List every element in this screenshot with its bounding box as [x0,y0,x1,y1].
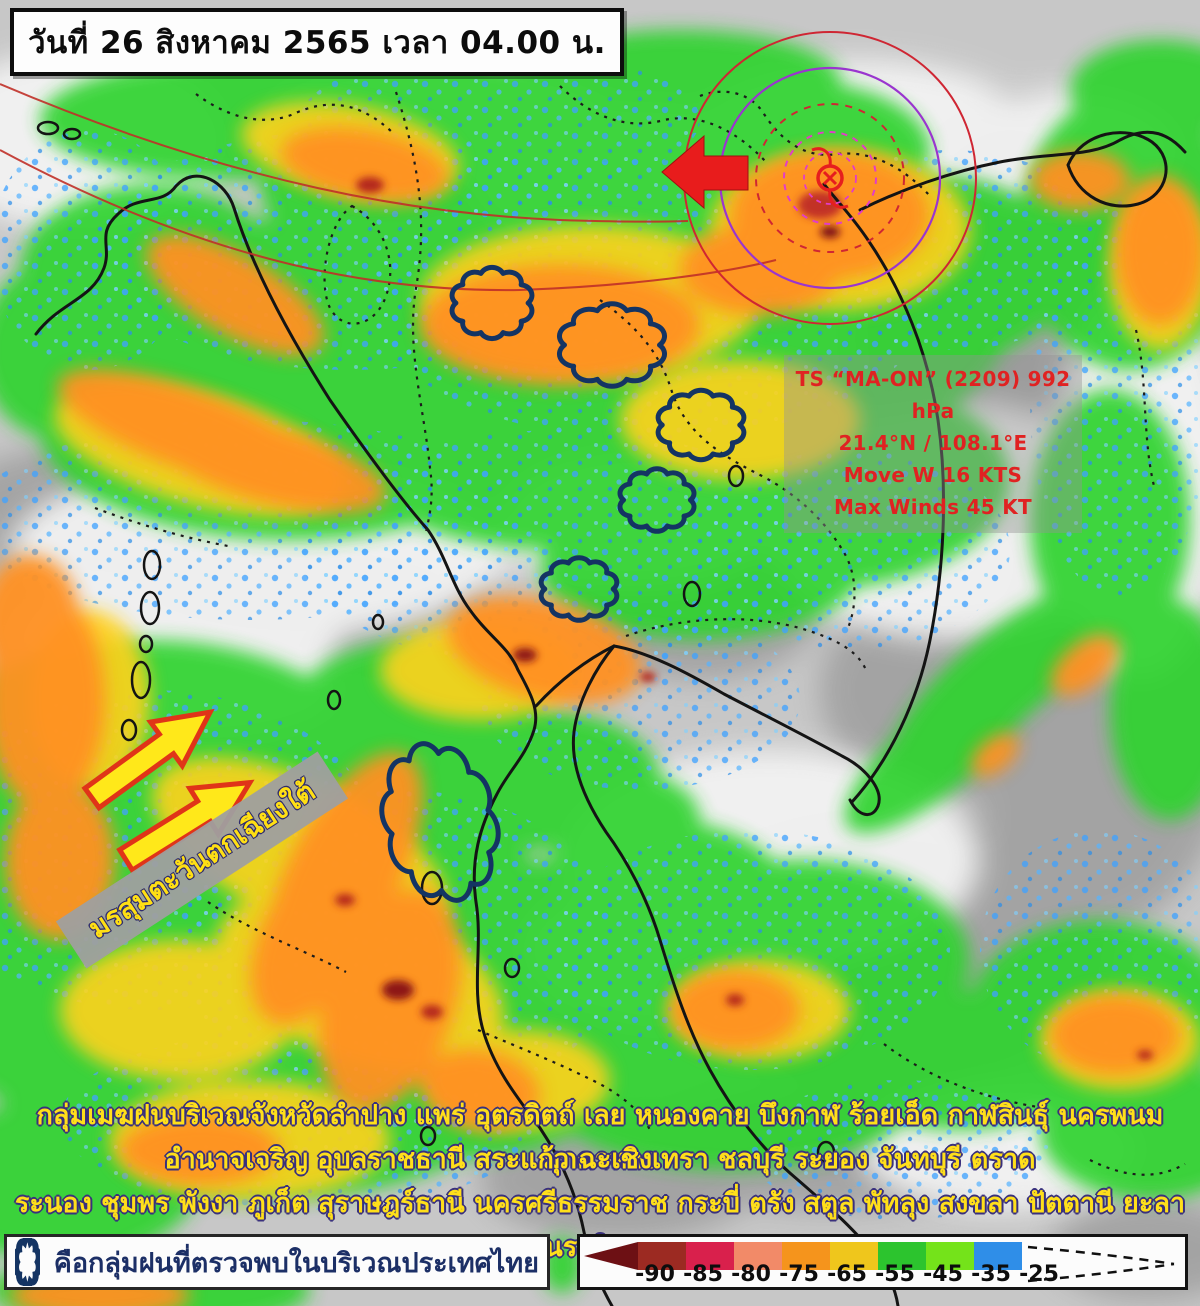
scale-color-cell [782,1242,830,1270]
legend-box: คือกลุ่มฝนที่ตรวจพบในบริเวณประเทศไทย [4,1234,550,1290]
storm-direction-arrow-icon [661,134,749,210]
scale-color-cell [686,1242,734,1270]
storm-info-panel: TS “MA-ON” (2209) 992 hPa 21.4°N / 108.1… [784,355,1082,533]
monsoon-wind-arrow-icons [81,708,255,874]
scale-color-cell [974,1242,1022,1270]
scale-tick-label: -55 [875,1262,915,1287]
storm-movement-line: Move W 16 KTS [843,463,1023,487]
scale-dashed-extension [1027,1245,1175,1283]
legend-label: คือกลุ่มฝนที่ตรวจพบในบริเวณประเทศไทย [53,1247,539,1279]
scale-color-cell [878,1242,926,1270]
scale-tick-label: -65 [827,1262,867,1287]
scale-color-strip [638,1242,1022,1270]
scale-color-cell [926,1242,974,1270]
caption-line-1: กลุ่มเมฆฝนบริเวณจังหวัดลำปาง แพร่ อุตรดิ… [36,1100,1164,1175]
island-layer [36,120,836,1164]
storm-name-line: TS “MA-ON” (2209) 992 hPa [795,367,1071,423]
temperature-scale: -90 -85 -80 -75 -65 -55 -45 -35 -25 [577,1234,1188,1290]
border-layer [94,85,1186,1176]
scale-tick-label: -90 [635,1262,675,1287]
date-time-title: วันที่ 26 สิงหาคม 2565 เวลา 04.00 น. [10,8,624,76]
orange-rain-layer [0,127,1200,1306]
scale-color-cell [638,1242,686,1270]
scale-tick-label: -35 [971,1262,1011,1287]
storm-track-lines [0,83,777,292]
caption-line-2: อำนาจเจริญ อุบลราชธานี สระแก้ว ฉะเชิงเทร… [164,1144,1036,1175]
coastline-layer [34,130,1187,1306]
scale-tick-label: -45 [923,1262,963,1287]
storm-position-line: 21.4°N / 108.1°E [838,431,1028,455]
scale-color-cell [830,1242,878,1270]
scale-tick-label: -75 [779,1262,819,1287]
tropical-storm-symbol-icon [811,147,849,209]
scale-arrow-icon [584,1242,638,1270]
scale-tick-label: -80 [731,1262,771,1287]
storm-winds-line: Max Winds 45 KT [833,495,1033,519]
scale-tick-label: -85 [683,1262,723,1287]
rain-cloud-legend-icon [15,1238,40,1286]
scale-tick-label: -25 [1019,1262,1059,1287]
date-time-label: วันที่ 26 สิงหาคม 2565 เวลา 04.00 น. [28,25,606,61]
caption-line-3: ระนอง ชุมพร พังงา ภูเก็ต สุราษฎร์ธานี นค… [14,1188,1186,1263]
scale-color-cell [734,1242,782,1270]
rain-area-caption: กลุ่มเมฆฝนบริเวณจังหวัดลำปาง แพร่ อุตรดิ… [0,1094,1200,1263]
